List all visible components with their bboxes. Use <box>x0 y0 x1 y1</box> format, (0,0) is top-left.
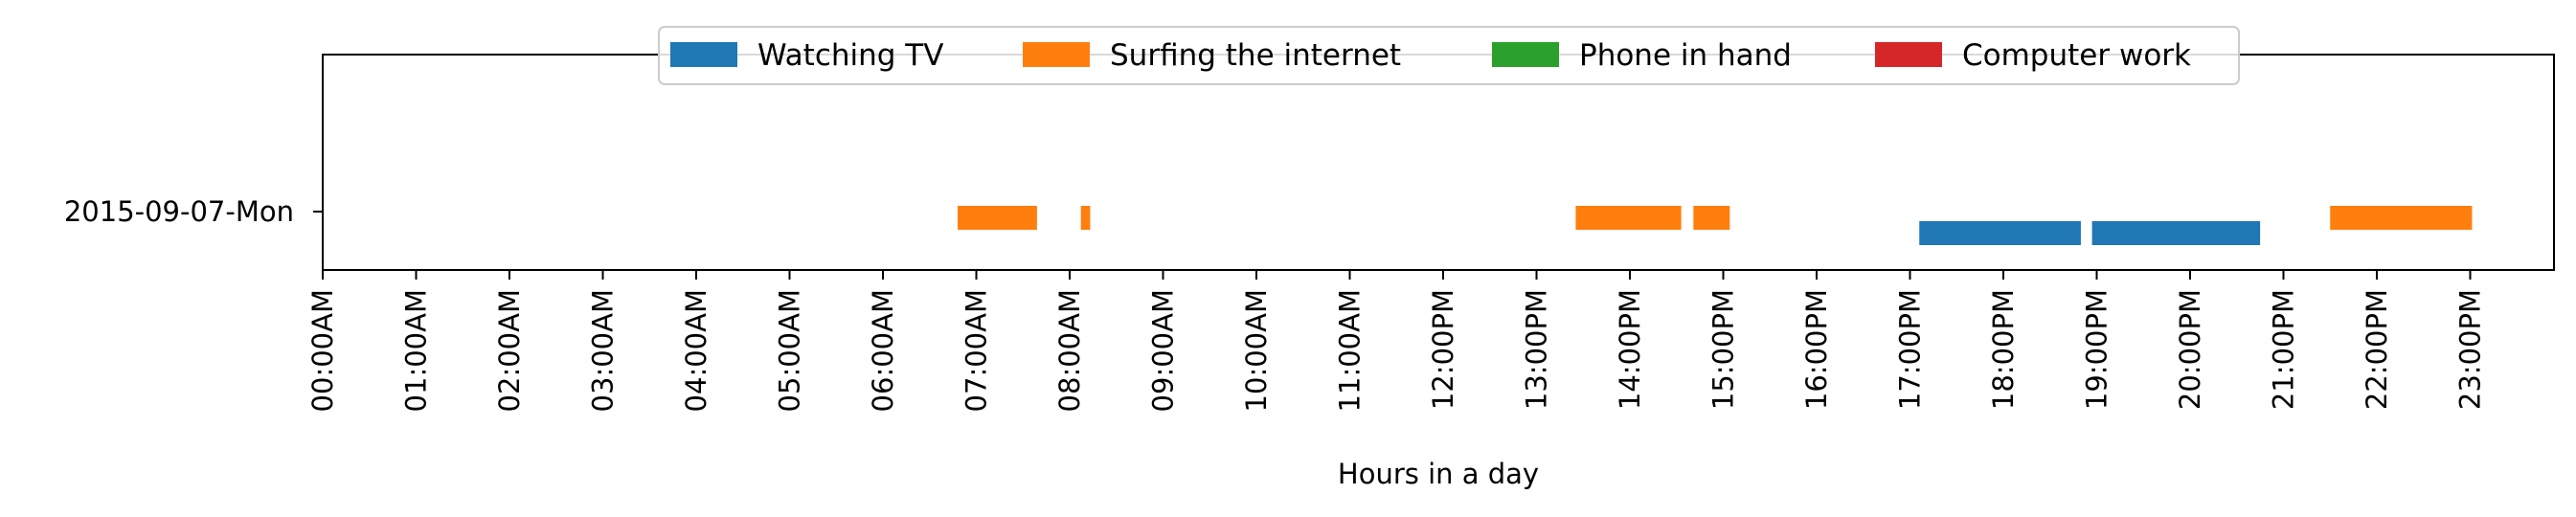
x-tick-label: 03:00AM <box>587 289 620 412</box>
x-tick-label: 13:00PM <box>1521 289 1553 410</box>
bar-watching-tv-0 <box>1919 221 2081 245</box>
y-tick-label: 2015-09-07-Mon <box>64 195 294 228</box>
x-axis-title: Hours in a day <box>1338 458 1539 490</box>
bar-watching-tv-1 <box>2091 221 2261 245</box>
x-tick-label: 11:00AM <box>1334 289 1367 412</box>
x-tick-label: 16:00PM <box>1800 289 1833 410</box>
legend: Watching TV Surfing the internet Phone in … <box>658 26 2240 85</box>
legend-label: Surfing the internet <box>1110 38 1401 73</box>
x-tick-label: 06:00AM <box>867 289 899 412</box>
bar-surfing-the-internet-2 <box>1575 206 1682 230</box>
x-tick-label: 01:00AM <box>400 289 433 412</box>
x-tick-label: 07:00AM <box>960 289 993 412</box>
bar-surfing-the-internet-4 <box>2330 206 2473 230</box>
x-tick-label: 18:00PM <box>1987 289 2020 410</box>
x-tick-label: 19:00PM <box>2081 289 2113 410</box>
bar-surfing-the-internet-1 <box>1080 206 1091 230</box>
bar-surfing-the-internet-3 <box>1693 206 1730 230</box>
legend-box <box>658 26 2240 85</box>
x-tick-label: 08:00AM <box>1053 289 1086 412</box>
x-tick-label: 14:00PM <box>1614 289 1646 410</box>
legend-label: Phone in hand <box>1579 38 1792 73</box>
y-axis: 2015-09-07-Mon <box>64 195 323 228</box>
x-tick-label: 21:00PM <box>2268 289 2300 410</box>
bars-layer <box>958 206 2473 245</box>
x-tick-label: 05:00AM <box>774 289 806 412</box>
legend-swatch <box>1492 42 1559 67</box>
legend-swatch <box>670 42 737 67</box>
x-tick-label: 20:00PM <box>2174 289 2206 410</box>
bar-surfing-the-internet-0 <box>958 206 1037 230</box>
x-tick-label: 17:00PM <box>1894 289 1927 410</box>
x-axis: 00:00AM 01:00AM 02:00AM 03:00AM 04:00AM 05:00… <box>306 270 2487 412</box>
x-tick-label: 23:00PM <box>2454 289 2487 410</box>
legend-label: Computer work <box>1962 38 2191 73</box>
x-tick-label: 10:00AM <box>1240 289 1273 412</box>
legend-swatch <box>1875 42 1942 67</box>
x-tick-label: 09:00AM <box>1147 289 1180 412</box>
legend-swatch <box>1023 42 1090 67</box>
x-tick-label: 12:00PM <box>1427 289 1459 410</box>
x-tick-label: 22:00PM <box>2361 289 2393 410</box>
x-tick-label: 02:00AM <box>493 289 526 412</box>
legend-label: Watching TV <box>757 38 943 73</box>
x-tick-label: 15:00PM <box>1707 289 1740 410</box>
x-tick-label: 04:00AM <box>680 289 712 412</box>
x-tick-label: 00:00AM <box>306 289 339 412</box>
